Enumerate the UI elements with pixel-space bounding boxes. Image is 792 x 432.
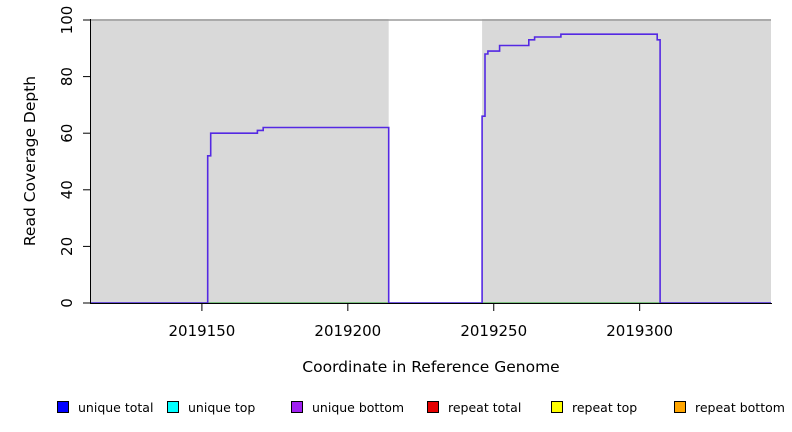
legend-item-unique-total: unique total	[57, 399, 154, 415]
x-tick-label: 2019150	[168, 322, 235, 340]
legend-label: unique top	[188, 399, 256, 415]
legend-swatch-unique-bottom	[291, 401, 303, 413]
y-tick-label: 20	[58, 237, 76, 256]
no-data-gap-band	[388, 19, 483, 303]
legend-swatch-unique-top	[167, 401, 179, 413]
y-tick-label: 0	[58, 298, 76, 308]
y-tick-label: 100	[58, 6, 76, 35]
unique-coverage-steps-line	[91, 33, 771, 304]
legend-label: unique bottom	[312, 399, 405, 415]
legend-item-repeat-bottom: repeat bottom	[674, 399, 785, 415]
legend-item-unique-bottom: unique bottom	[291, 399, 405, 415]
y-tick-label: 80	[58, 67, 76, 86]
y-axis-title: Read Coverage Depth	[21, 75, 39, 247]
legend-swatch-repeat-total	[427, 401, 439, 413]
legend-label: unique total	[78, 399, 154, 415]
x-axis-title: Coordinate in Reference Genome	[302, 358, 560, 376]
x-tick-label: 2019200	[314, 322, 381, 340]
y-tick-label: 40	[58, 180, 76, 199]
legend-swatch-unique-total	[57, 401, 69, 413]
y-tick-label: 60	[58, 124, 76, 143]
legend-swatch-repeat-top	[551, 401, 563, 413]
x-tick-label: 2019250	[460, 322, 527, 340]
x-tick-label: 2019300	[606, 322, 673, 340]
legend-label: repeat total	[448, 399, 522, 415]
legend-label: repeat bottom	[695, 399, 785, 415]
legend-item-repeat-total: repeat total	[427, 399, 522, 415]
legend-item-repeat-top: repeat top	[551, 399, 638, 415]
legend-swatch-repeat-bottom	[674, 401, 686, 413]
legend-item-unique-top: unique top	[167, 399, 256, 415]
legend-label: repeat top	[572, 399, 638, 415]
